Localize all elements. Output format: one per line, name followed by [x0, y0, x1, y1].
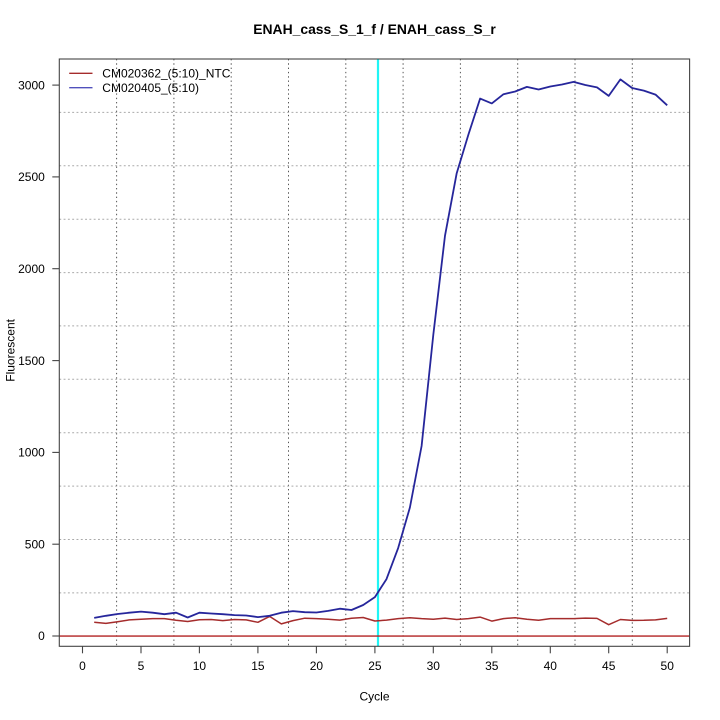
- svg-text:CM020405_(5:10): CM020405_(5:10): [102, 81, 199, 95]
- svg-text:30: 30: [427, 659, 441, 673]
- svg-text:5: 5: [138, 659, 145, 673]
- svg-text:45: 45: [602, 659, 616, 673]
- svg-text:0: 0: [38, 629, 45, 643]
- svg-text:20: 20: [310, 659, 324, 673]
- svg-text:2000: 2000: [18, 262, 45, 276]
- svg-text:CM020362_(5:10)_NTC: CM020362_(5:10)_NTC: [102, 66, 230, 80]
- svg-text:15: 15: [251, 659, 265, 673]
- svg-text:500: 500: [25, 537, 45, 551]
- svg-text:ENAH_cass_S_1_f / ENAH_cass_S_: ENAH_cass_S_1_f / ENAH_cass_S_r: [253, 21, 496, 37]
- svg-text:50: 50: [661, 659, 675, 673]
- svg-text:40: 40: [544, 659, 558, 673]
- svg-text:1500: 1500: [18, 354, 45, 368]
- svg-text:Cycle: Cycle: [359, 690, 389, 704]
- svg-text:10: 10: [193, 659, 207, 673]
- svg-text:25: 25: [368, 659, 382, 673]
- svg-text:2500: 2500: [18, 170, 45, 184]
- svg-text:0: 0: [79, 659, 86, 673]
- svg-text:35: 35: [485, 659, 499, 673]
- svg-text:Fluorescent: Fluorescent: [4, 318, 18, 381]
- svg-text:3000: 3000: [18, 78, 45, 92]
- svg-text:1000: 1000: [18, 446, 45, 460]
